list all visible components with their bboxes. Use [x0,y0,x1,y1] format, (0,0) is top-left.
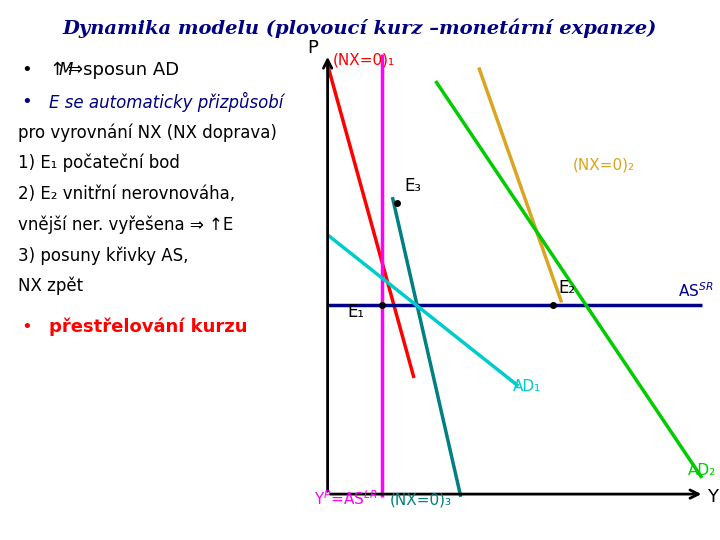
Text: přestřelování kurzu: přestřelování kurzu [49,318,248,336]
Text: pro vyrovnání NX (NX doprava): pro vyrovnání NX (NX doprava) [18,123,277,141]
Text: 3) posuny křivky AS,: 3) posuny křivky AS, [18,246,189,265]
Text: Y: Y [707,488,718,506]
Text: •: • [22,318,32,336]
Text: AD₁: AD₁ [513,379,541,394]
Text: •: • [22,92,32,111]
Text: ↑: ↑ [49,61,64,79]
Text: ⇒sposun AD: ⇒sposun AD [68,61,179,79]
Text: Y$^P$=AS$^{LR}$: Y$^P$=AS$^{LR}$ [314,489,377,508]
Text: (NX=0)₁: (NX=0)₁ [333,52,395,68]
Text: 1) E₁ počateční bod: 1) E₁ počateční bod [18,154,180,172]
Text: E se automaticky přizpůsobí: E se automaticky přizpůsobí [49,91,284,112]
Text: (NX=0)₂: (NX=0)₂ [572,158,634,173]
Text: Dynamika modelu (plovoucí kurz –monetární expanze): Dynamika modelu (plovoucí kurz –monetárn… [63,19,657,38]
Text: P: P [307,39,318,57]
Text: E₁: E₁ [347,303,364,321]
Text: AS$^{SR}$: AS$^{SR}$ [678,281,714,300]
Text: E₂: E₂ [558,279,575,297]
Text: (NX=0)₃: (NX=0)₃ [390,492,452,508]
Text: •: • [22,61,32,79]
Text: E₃: E₃ [405,178,422,195]
Text: NX zpět: NX zpět [18,277,83,295]
Text: M: M [59,61,73,79]
Text: vnější ner. vyřešena ⇒ ↑E: vnější ner. vyřešena ⇒ ↑E [18,215,233,234]
Text: AD₂: AD₂ [688,463,716,478]
Text: 2) E₂ vnitřní nerovnováha,: 2) E₂ vnitřní nerovnováha, [18,185,235,203]
